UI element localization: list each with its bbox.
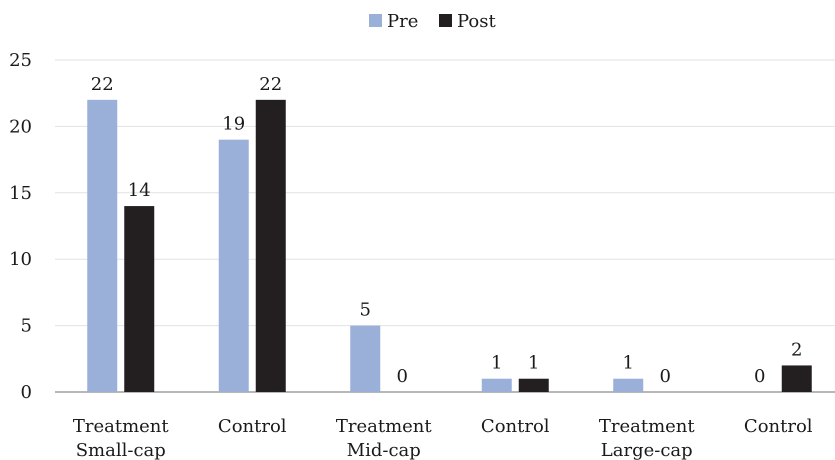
data-labels: 22 19 5 1 1 0 14 22 0 1 0 2 xyxy=(91,74,803,387)
data-label: 22 xyxy=(91,74,114,95)
category-label: Control xyxy=(744,416,813,437)
category-labels: Treatment Small-cap Control Treatment Mid-ca… xyxy=(73,416,813,460)
legend-label-pre: Pre xyxy=(387,11,418,32)
bar-pre xyxy=(87,99,118,392)
bar-post xyxy=(124,206,155,392)
y-tick-label: 5 xyxy=(21,316,32,337)
y-tick-label: 25 xyxy=(9,50,32,71)
data-label: 0 xyxy=(754,366,765,387)
legend: Pre Post xyxy=(369,11,496,32)
data-label: 5 xyxy=(360,300,371,321)
data-label: 1 xyxy=(623,353,634,374)
bar-pre xyxy=(218,139,249,392)
data-label: 0 xyxy=(397,366,408,387)
data-label: 1 xyxy=(491,353,502,374)
category-label: Treatment Mid-cap xyxy=(336,416,433,460)
category-label: Treatment Large-cap xyxy=(599,416,696,460)
y-tick-label: 10 xyxy=(9,249,32,270)
bar-pre xyxy=(613,378,644,392)
y-tick-label: 20 xyxy=(9,116,32,137)
data-label: 0 xyxy=(660,366,671,387)
bars xyxy=(87,99,812,392)
category-label: Control xyxy=(218,416,287,437)
legend-swatch-post xyxy=(439,14,452,27)
data-label: 19 xyxy=(222,114,245,135)
y-axis-ticks: 0 5 10 15 20 25 xyxy=(9,50,32,403)
legend-label-post: Post xyxy=(457,11,496,32)
bar-post xyxy=(255,99,286,392)
bar-pre xyxy=(350,325,381,392)
category-label: Treatment Small-cap xyxy=(73,416,170,460)
y-tick-label: 0 xyxy=(21,382,32,403)
data-label: 2 xyxy=(791,339,802,360)
bar-pre xyxy=(481,378,512,392)
category-label: Control xyxy=(481,416,550,437)
data-label: 14 xyxy=(128,180,151,201)
gridlines xyxy=(55,59,835,393)
bar-post xyxy=(781,365,812,392)
data-label: 22 xyxy=(259,74,282,95)
legend-swatch-pre xyxy=(369,14,382,27)
y-tick-label: 15 xyxy=(9,183,32,204)
bar-post xyxy=(518,378,549,392)
data-label: 1 xyxy=(528,353,539,374)
